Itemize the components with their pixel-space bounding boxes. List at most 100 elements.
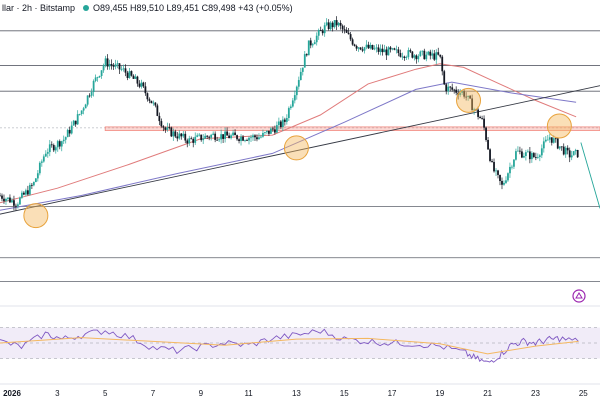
candle-74 <box>146 92 149 102</box>
candle-194 <box>385 46 388 60</box>
candle-172 <box>341 24 344 34</box>
candle-75 <box>148 97 151 104</box>
candle-108 <box>214 131 217 143</box>
candle-64 <box>126 70 129 81</box>
candle-281 <box>558 146 561 151</box>
ohlc-readout: O89,455 H89,510 L89,451 C89,498 +43 (+0.… <box>93 3 293 13</box>
candle-99 <box>196 133 199 138</box>
x-tick-label-0: 2026 <box>3 389 21 398</box>
candle-115 <box>228 132 230 139</box>
candle-189 <box>375 44 378 53</box>
candle-257 <box>511 164 513 170</box>
candle-163 <box>323 22 326 37</box>
candle-58 <box>114 59 117 70</box>
candle-0 <box>0 192 1 197</box>
time-axis: 2026 3 5 7 9 11 13 15 17 19 21 23 25 <box>3 389 588 398</box>
candle-35 <box>68 126 71 137</box>
candle-28 <box>54 145 57 154</box>
candle-246 <box>489 148 491 163</box>
candle-63 <box>124 64 127 77</box>
highlight-circles <box>23 87 572 229</box>
candle-133 <box>264 131 266 136</box>
candle-254 <box>505 176 507 184</box>
horizontal-levels <box>0 30 600 282</box>
candle-188 <box>373 45 376 51</box>
candles <box>0 16 579 211</box>
candle-77 <box>152 100 155 106</box>
candle-92 <box>182 130 185 138</box>
candle-149 <box>295 85 298 100</box>
candle-52 <box>102 63 105 73</box>
candle-21 <box>40 159 43 167</box>
x-tick-label-9: 19 <box>435 389 444 398</box>
candle-209 <box>415 54 418 64</box>
candle-248 <box>493 158 495 173</box>
candle-167 <box>331 21 334 32</box>
candle-186 <box>369 42 372 50</box>
candle-67 <box>132 74 135 79</box>
candle-262 <box>521 148 523 159</box>
candle-226 <box>449 86 452 92</box>
candle-121 <box>240 134 242 146</box>
candle-73 <box>144 82 147 96</box>
candle-215 <box>427 50 430 56</box>
candle-2 <box>3 194 5 204</box>
candle-191 <box>379 44 382 56</box>
candle-57 <box>112 62 115 71</box>
candle-164 <box>325 18 328 27</box>
symbol-label: llar · 2h · Bitstamp <box>2 3 75 13</box>
candle-154 <box>305 53 308 57</box>
cursor-tool-icon[interactable] <box>572 289 586 303</box>
x-tick-label-1: 3 <box>55 389 60 398</box>
candle-207 <box>411 51 414 59</box>
candle-55 <box>108 59 111 70</box>
candle-271 <box>538 154 541 162</box>
candle-102 <box>202 134 205 144</box>
candle-47 <box>92 79 95 97</box>
candle-94 <box>186 138 189 148</box>
candle-45 <box>88 93 91 98</box>
candle-256 <box>509 162 511 178</box>
candle-198 <box>393 47 396 51</box>
candle-269 <box>534 152 537 161</box>
candle-124 <box>246 138 248 142</box>
candle-117 <box>232 129 234 137</box>
candle-231 <box>459 88 462 98</box>
market-status-dot <box>83 5 89 11</box>
candle-85 <box>168 123 171 130</box>
candle-216 <box>429 49 432 60</box>
candle-227 <box>451 83 454 92</box>
candle-70 <box>138 80 141 89</box>
highlight-circle-3 <box>546 113 572 139</box>
candle-79 <box>156 103 159 117</box>
candle-244 <box>485 126 487 142</box>
candle-232 <box>461 90 464 96</box>
candle-242 <box>481 115 483 120</box>
candle-204 <box>405 55 408 61</box>
candle-237 <box>471 94 474 111</box>
candle-7 <box>13 195 15 211</box>
candle-87 <box>172 128 175 141</box>
candle-202 <box>401 52 404 60</box>
candle-280 <box>556 137 559 150</box>
candle-81 <box>160 118 163 128</box>
candle-192 <box>381 44 384 56</box>
candle-44 <box>86 95 89 107</box>
candle-104 <box>206 135 209 140</box>
candle-147 <box>291 97 294 108</box>
candle-128 <box>254 134 256 141</box>
oscillator-line <box>0 328 579 363</box>
candle-65 <box>128 67 131 79</box>
candle-80 <box>158 112 161 126</box>
x-tick-label-11: 23 <box>531 389 540 398</box>
candle-180 <box>357 46 360 52</box>
candle-213 <box>423 48 426 60</box>
candle-41 <box>80 110 83 116</box>
candle-179 <box>355 44 358 51</box>
candle-88 <box>174 129 177 138</box>
candle-46 <box>90 88 93 98</box>
candle-3 <box>5 197 7 205</box>
candle-56 <box>110 59 113 70</box>
candle-91 <box>180 132 183 140</box>
candle-89 <box>176 132 179 142</box>
